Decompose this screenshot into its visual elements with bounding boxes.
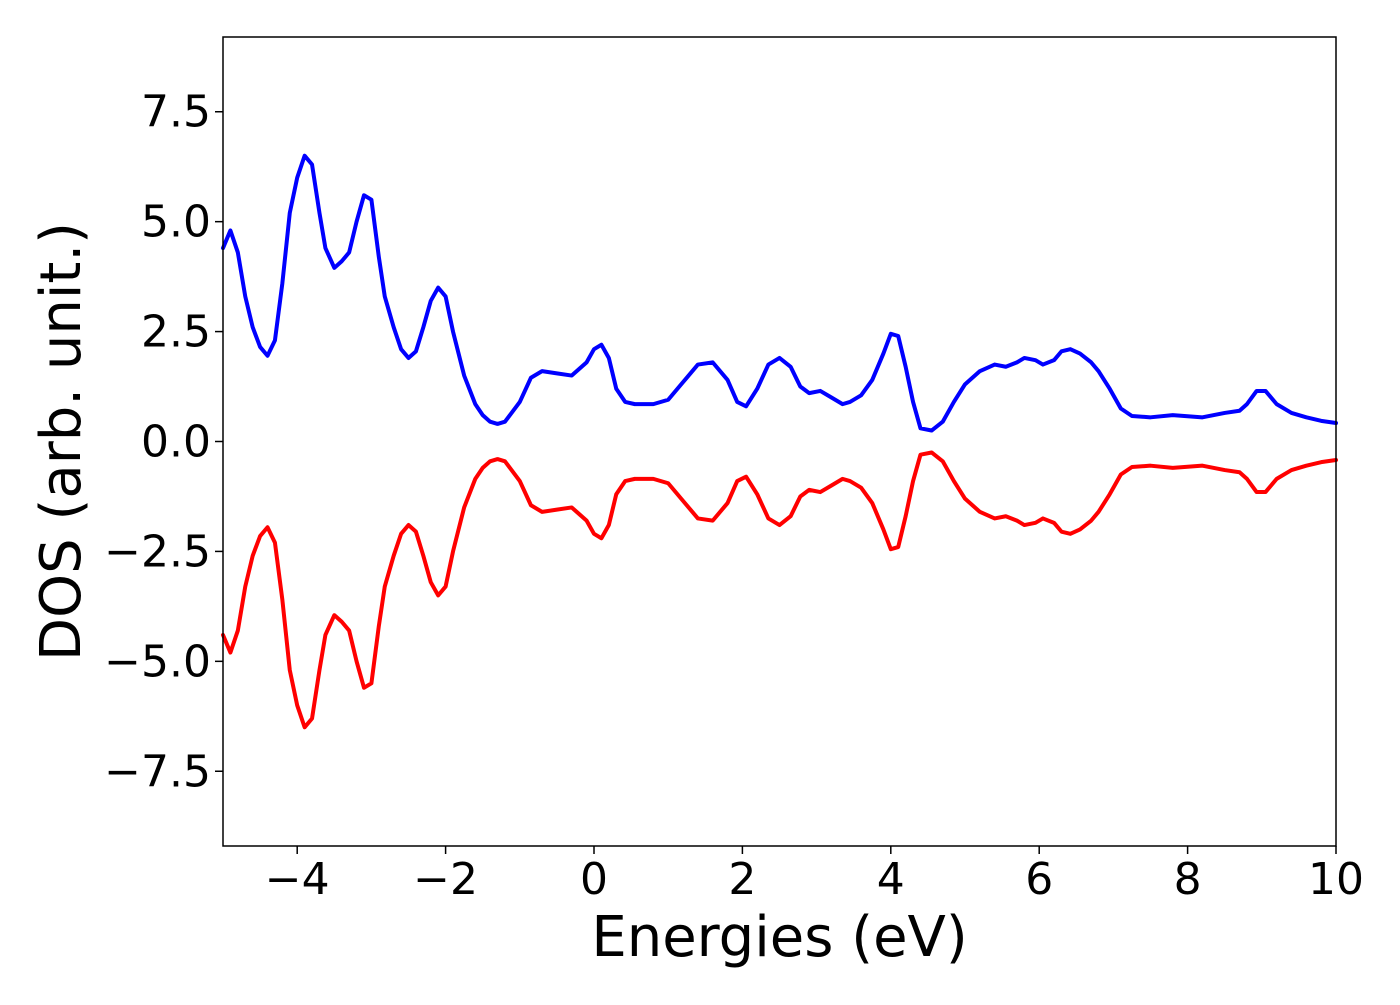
x-tick-label: 2 <box>728 854 756 905</box>
plot-frame <box>222 36 1337 847</box>
x-tick-label: −4 <box>265 854 330 905</box>
y-tick-label: −5.0 <box>104 636 211 687</box>
x-axis-ticks: −4 −2 0 2 4 6 8 10 <box>265 846 1364 905</box>
y-tick-label: 2.5 <box>141 307 211 358</box>
x-tick-label: 0 <box>580 854 608 905</box>
y-axis-label: DOS (arb. unit.) <box>29 222 94 661</box>
x-tick-label: 4 <box>877 854 905 905</box>
series-line-2 <box>221 450 1338 730</box>
y-tick-label: 0.0 <box>141 417 211 468</box>
x-tick-label: 8 <box>1174 854 1202 905</box>
y-tick-label: 7.5 <box>141 87 211 138</box>
x-tick-label: −2 <box>413 854 478 905</box>
y-tick-label: −7.5 <box>104 746 211 797</box>
series-line-1 <box>221 153 1338 433</box>
y-axis-ticks: 7.5 5.0 2.5 0.0 −2.5 −5.0 −7.5 <box>104 87 223 797</box>
y-tick-label: −2.5 <box>104 526 211 577</box>
series-layer <box>221 153 1338 730</box>
x-axis-label: Energies (eV) <box>591 905 967 970</box>
x-tick-label: 6 <box>1025 854 1053 905</box>
y-tick-label: 5.0 <box>141 197 211 248</box>
x-tick-label: 10 <box>1308 854 1364 905</box>
